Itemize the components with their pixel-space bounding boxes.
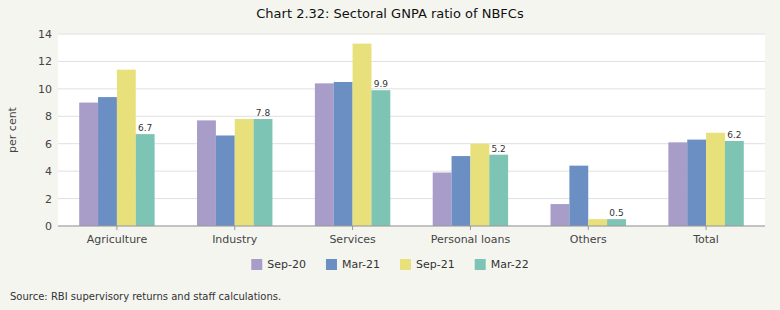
y-tick-label: 4 [45, 165, 52, 178]
bar [668, 142, 687, 226]
bar [588, 219, 607, 226]
x-axis-line [58, 226, 765, 227]
x-tick-label: Services [329, 233, 376, 246]
legend-swatch [251, 259, 262, 270]
bar [569, 166, 588, 226]
bar [315, 83, 334, 226]
legend-entry: Mar-22 [491, 258, 529, 271]
bar [706, 133, 725, 226]
background [0, 0, 780, 310]
legend: Sep-20 Mar-21 Sep-21 Mar-22 [251, 258, 528, 271]
data-label: 6.7 [138, 123, 152, 133]
bar [470, 144, 489, 226]
x-tick [116, 226, 117, 230]
bar [117, 70, 136, 226]
x-tick-label: Total [692, 233, 719, 246]
legend-entry: Mar-21 [342, 258, 380, 271]
bar [136, 134, 155, 226]
bar [551, 204, 570, 226]
data-label: 7.8 [256, 108, 271, 118]
grid-line [58, 198, 765, 199]
bar [607, 219, 626, 226]
bar [371, 90, 390, 226]
data-label: 6.2 [727, 130, 741, 140]
y-tick-label: 14 [38, 28, 52, 41]
grid-line [58, 226, 765, 227]
plot-area [58, 34, 765, 226]
y-axis-label: per cent [6, 106, 19, 153]
x-tick [706, 226, 707, 230]
data-label: 5.2 [492, 144, 506, 154]
bar [235, 119, 254, 226]
y-tick-label: 12 [38, 55, 52, 68]
data-label: 0.5 [609, 208, 623, 218]
y-tick-label: 6 [45, 138, 52, 151]
chart: Chart 2.32: Sectoral GNPA ratio of NBFCs… [0, 0, 780, 310]
x-tick-label: Personal loans [431, 233, 511, 246]
grid-line [58, 88, 765, 89]
x-tick [352, 226, 353, 230]
bar [353, 44, 372, 226]
legend-entry: Sep-21 [416, 258, 455, 271]
title: Chart 2.32: Sectoral GNPA ratio of NBFCs [256, 6, 524, 21]
legend-swatch [400, 259, 411, 270]
bars [79, 44, 744, 226]
grid-line [58, 61, 765, 62]
legend-swatch [475, 259, 486, 270]
x-tick-label: Others [570, 233, 607, 246]
y-tick-label: 0 [45, 220, 52, 233]
bar [79, 103, 98, 226]
legend-swatch [326, 259, 337, 270]
bar [98, 97, 117, 226]
y-tick-label: 10 [38, 83, 52, 96]
x-tick [234, 226, 235, 230]
legend-entry: Sep-20 [267, 258, 306, 271]
x-tick-label: Industry [212, 233, 258, 246]
bar [216, 135, 235, 226]
y-tick-label: 2 [45, 193, 52, 206]
grid-line [58, 34, 765, 35]
source: Source: RBI supervisory returns and staf… [10, 291, 281, 302]
bar [452, 156, 471, 226]
bar [687, 140, 706, 226]
grid-line [58, 143, 765, 144]
bar [197, 120, 216, 226]
grid-line [58, 171, 765, 172]
y-tick-label: 8 [45, 110, 52, 123]
bar [725, 141, 744, 226]
bar [489, 155, 508, 226]
x-tick [588, 226, 589, 230]
bar [254, 119, 273, 226]
bar [433, 173, 452, 226]
x-tick [470, 226, 471, 230]
grid-line [58, 116, 765, 117]
bar [334, 82, 353, 226]
x-tick-label: Agriculture [87, 233, 148, 246]
data-label: 9.9 [374, 79, 389, 89]
